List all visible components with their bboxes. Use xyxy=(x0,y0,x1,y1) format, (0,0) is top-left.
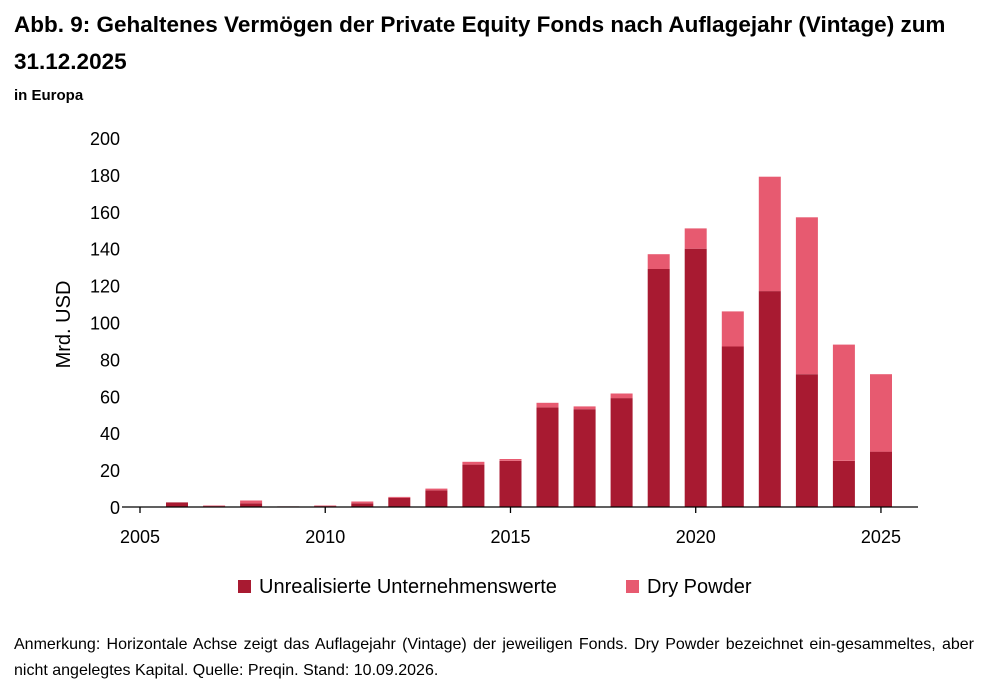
legend-label-unrealized: Unrealisierte Unternehmenswerte xyxy=(259,576,557,598)
bar-unrealized-2024 xyxy=(832,460,855,507)
bar-dry-powder-2015 xyxy=(499,459,522,461)
bar-dry-powder-2007 xyxy=(203,505,226,507)
bar-dry-powder-2008 xyxy=(240,500,263,504)
bar-dry-powder-2020 xyxy=(684,228,707,249)
bar-dry-powder-2012 xyxy=(388,496,411,498)
bar-dry-powder-2017 xyxy=(573,406,596,410)
chart-subtitle: in Europa xyxy=(14,87,84,104)
bar-unrealized-2018 xyxy=(610,398,633,507)
x-tick-label-2020: 2020 xyxy=(676,527,716,547)
bar-dry-powder-2018 xyxy=(610,393,633,399)
y-tick-label-160: 160 xyxy=(90,203,120,223)
y-tick-label-120: 120 xyxy=(90,277,120,297)
legend-swatch-unrealized xyxy=(238,580,251,593)
bar-unrealized-2025 xyxy=(870,451,892,507)
bar-dry-powder-2022 xyxy=(758,176,781,292)
y-tick-label-40: 40 xyxy=(100,424,120,444)
bar-dry-powder-2025 xyxy=(870,374,892,452)
bar-unrealized-2011 xyxy=(351,503,374,507)
bar-dry-powder-2019 xyxy=(647,254,670,269)
bar-dry-powder-2024 xyxy=(832,344,855,461)
x-tick-label-2015: 2015 xyxy=(490,527,530,547)
bar-unrealized-2014 xyxy=(462,464,485,507)
bar-dry-powder-2021 xyxy=(721,311,744,347)
bar-unrealized-2019 xyxy=(647,269,670,507)
y-axis-label: Mrd. USD xyxy=(53,281,75,369)
bar-dry-powder-2023 xyxy=(795,217,818,375)
y-tick-label-20: 20 xyxy=(100,461,120,481)
bar-unrealized-2022 xyxy=(758,291,781,507)
bar-dry-powder-2011 xyxy=(351,501,374,504)
y-tick-label-80: 80 xyxy=(100,350,120,370)
y-tick-label-180: 180 xyxy=(90,166,120,186)
y-tick-label-140: 140 xyxy=(90,240,120,260)
legend-swatch-dry-powder xyxy=(626,580,639,593)
bar-unrealized-2008 xyxy=(240,503,263,507)
bar-unrealized-2013 xyxy=(425,490,448,507)
bar-unrealized-2006 xyxy=(166,502,188,507)
x-tick-label-2025: 2025 xyxy=(861,527,901,547)
x-tick-label-2010: 2010 xyxy=(305,527,345,547)
y-tick-label-60: 60 xyxy=(100,387,120,407)
bar-dry-powder-2016 xyxy=(536,402,559,408)
bar-unrealized-2021 xyxy=(721,346,744,507)
chart-footnote: Anmerkung: Horizontale Achse zeigt das A… xyxy=(14,636,974,679)
bar-unrealized-2023 xyxy=(795,374,818,507)
y-tick-label-0: 0 xyxy=(110,498,120,518)
bar-unrealized-2020 xyxy=(684,248,707,507)
bar-dry-powder-2014 xyxy=(462,461,485,465)
bar-dry-powder-2013 xyxy=(425,488,448,491)
legend-label-dry-powder: Dry Powder xyxy=(647,576,752,598)
stacked-bar-chart: 2005 2010 2015 2020 2025 0 20 40 60 80 100 120 140 16… xyxy=(53,129,918,598)
y-tick-label-200: 200 xyxy=(90,129,120,149)
bar-unrealized-2017 xyxy=(573,409,596,507)
bar-unrealized-2015 xyxy=(499,460,522,507)
y-tick-label-100: 100 xyxy=(90,314,120,334)
bar-unrealized-2012 xyxy=(388,497,411,507)
bar-dry-powder-2010 xyxy=(314,505,337,507)
x-tick-label-2005: 2005 xyxy=(120,527,160,547)
bar-unrealized-2016 xyxy=(536,407,559,507)
chart-title: Abb. 9: Gehaltenes Vermögen der Private … xyxy=(14,12,946,74)
